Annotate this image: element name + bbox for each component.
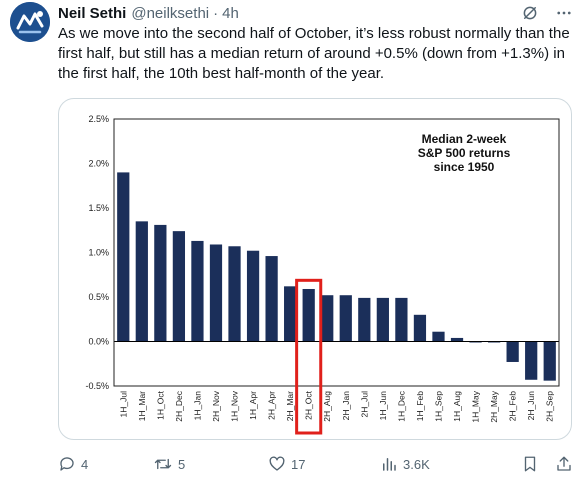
bar [395, 297, 408, 342]
bar [246, 250, 260, 342]
more-options-icon[interactable] [555, 4, 573, 22]
y-tick-label: 1.5% [88, 203, 109, 213]
heart-icon [269, 456, 285, 471]
author-handle[interactable]: @neilksethi [131, 4, 210, 22]
x-tick-label: 2H_Feb [508, 391, 518, 422]
repost-button[interactable]: 5 [153, 455, 268, 473]
bar [135, 221, 148, 342]
bar [117, 172, 130, 342]
avatar[interactable] [10, 2, 50, 42]
bar [265, 256, 278, 342]
x-tick-label: 2H_Jan [341, 391, 351, 421]
bar [543, 341, 556, 381]
avatar-logo-icon [10, 2, 50, 42]
chart-title-line: since 1950 [434, 160, 495, 174]
x-tick-label: 1H_Jul [118, 391, 128, 418]
like-count: 17 [291, 456, 306, 472]
bar [376, 297, 389, 342]
x-tick-label: 2H_Sep [545, 391, 555, 422]
x-tick-label: 1H_Jan [192, 391, 202, 421]
y-tick-label: 2.0% [88, 159, 109, 169]
x-tick-label: 2H_Mar [285, 391, 295, 421]
x-tick-label: 1H_May [471, 390, 481, 422]
x-tick-label: 1H_Jun [378, 391, 388, 421]
tweet-image[interactable]: -0.5% 0.0% 0.5% 1.0% 1.5% 2.0% 2.5% 1H_Jul 1H_M… [58, 98, 572, 440]
repost-count: 5 [178, 456, 186, 472]
x-tick-label: 1H_Sep [433, 391, 443, 422]
author-name[interactable]: Neil Sethi [58, 4, 127, 22]
bar [525, 341, 538, 380]
bar [321, 295, 334, 342]
chart-title-line: S&P 500 returns [418, 146, 511, 160]
tweet-time[interactable]: 4h [222, 4, 239, 22]
repost-icon [154, 458, 172, 470]
grok-icon[interactable] [521, 4, 539, 22]
separator-dot: · [213, 4, 219, 22]
bar [450, 337, 464, 342]
x-tick-label: 2H_Jul [359, 391, 369, 418]
x-tick-label: 2H_Dec [174, 390, 184, 421]
x-tick-label: 1H_Apr [248, 391, 258, 420]
tweet-header: Neil Sethi @neilksethi · 4h [58, 3, 573, 23]
reply-button[interactable]: 4 [58, 455, 153, 473]
bar [413, 314, 427, 342]
reply-icon [60, 457, 74, 471]
y-tick-label: -0.5% [85, 381, 109, 391]
reply-count: 4 [81, 456, 89, 472]
x-tick-label: 2H_May [489, 390, 499, 422]
x-tick-label: 1H_Feb [415, 391, 425, 422]
views-chart-icon [383, 458, 396, 471]
like-button[interactable]: 17 [268, 455, 380, 473]
x-tick-label: 1H_Oct [155, 390, 165, 419]
bar [228, 246, 241, 342]
view-count: 3.6K [403, 456, 430, 472]
action-bar: 4 5 17 3.6K [58, 452, 573, 476]
bar-chart: -0.5% 0.0% 0.5% 1.0% 1.5% 2.0% 2.5% 1H_Jul 1H_M… [85, 114, 560, 435]
bar [358, 297, 371, 342]
y-tick-label: 1.0% [88, 248, 109, 258]
bar [154, 224, 167, 342]
x-tick-label: 2H_Nov [211, 390, 221, 421]
x-tick-label: 1H_Mar [137, 391, 147, 421]
y-tick-label: 0.0% [88, 337, 109, 347]
bookmark-icon[interactable] [521, 455, 539, 473]
x-tick-label: 2H_Jun [526, 391, 536, 421]
tweet-text: As we move into the second half of Octob… [58, 25, 570, 82]
share-icon[interactable] [555, 455, 573, 473]
bar [339, 295, 352, 342]
bar [302, 288, 315, 342]
chart-title-line: Median 2-week [422, 132, 507, 146]
x-tick-label: 2H_Aug [322, 391, 332, 422]
bar [172, 231, 186, 342]
x-tick-label: 1H_Aug [452, 391, 462, 422]
bar [432, 331, 445, 342]
y-tick-label: 2.5% [88, 114, 109, 124]
x-tick-label: 2H_Oct [304, 390, 314, 419]
bar [284, 286, 297, 342]
bar [191, 240, 204, 342]
x-tick-label: 1H_Nov [230, 390, 240, 421]
x-tick-label: 2H_Apr [267, 391, 277, 420]
bar [209, 244, 223, 342]
bar [506, 341, 519, 362]
plot-frame [113, 118, 560, 387]
views-button[interactable]: 3.6K [380, 455, 498, 473]
y-tick-label: 0.5% [88, 292, 109, 302]
highlight-box [295, 278, 323, 435]
x-tick-label: 1H_Dec [396, 390, 406, 421]
